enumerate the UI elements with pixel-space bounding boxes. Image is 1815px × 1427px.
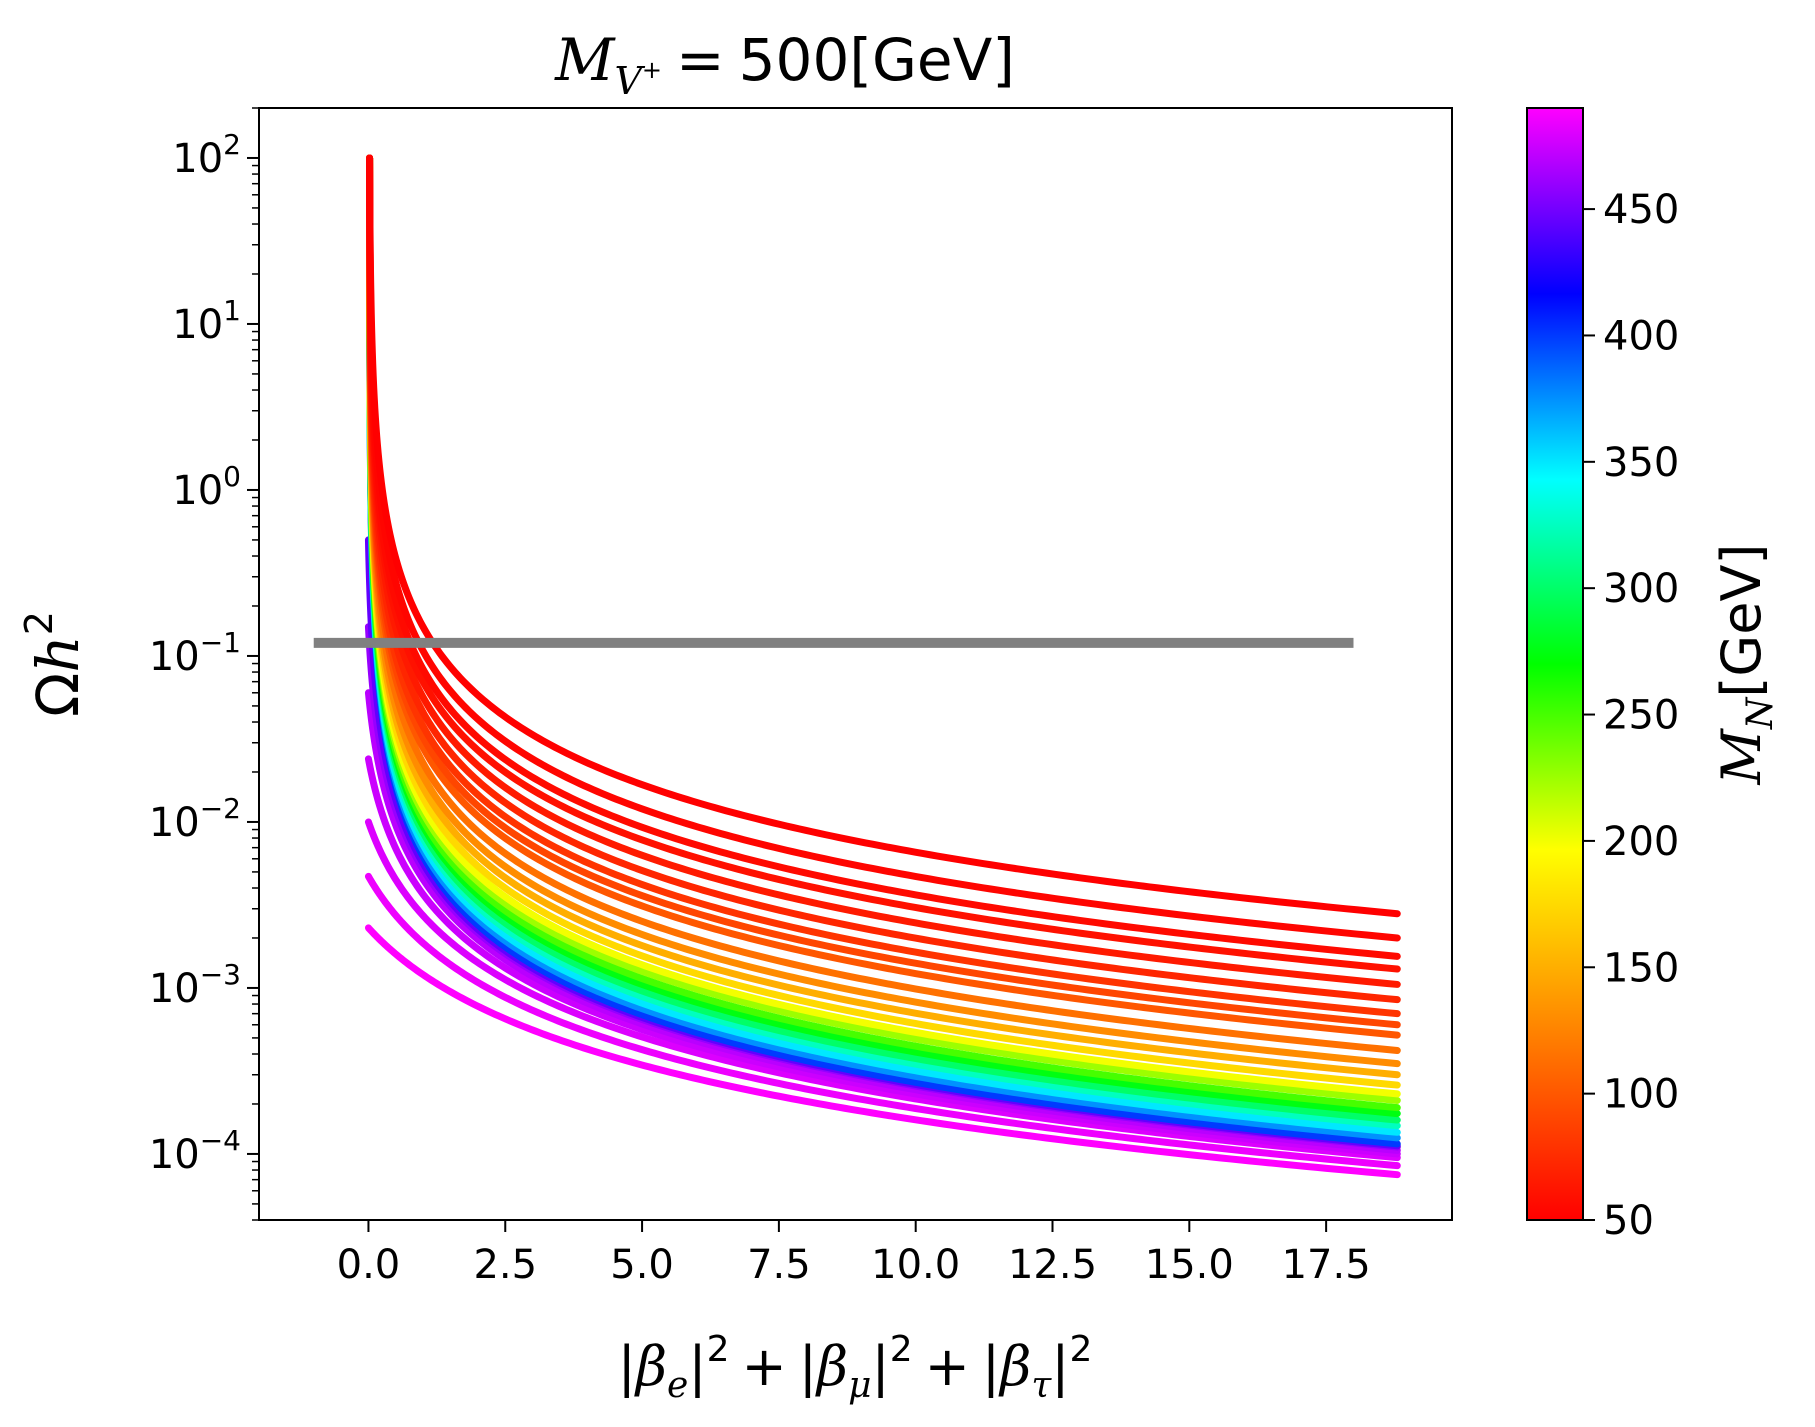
y-tick-label: 100 bbox=[172, 460, 241, 514]
series-curve-mn-470 bbox=[364, 689, 1401, 1154]
colorbar-ticks: 50 100 150 200 250 300 350 400 450 bbox=[1583, 187, 1679, 1244]
x-tick-label: 17.5 bbox=[1282, 1242, 1371, 1288]
title-value: 500[GeV] bbox=[739, 26, 1015, 94]
title-symbol: M bbox=[554, 26, 616, 94]
colorbar-tick-label: 100 bbox=[1603, 1072, 1679, 1118]
xlabel-bar-1: | bbox=[618, 1335, 636, 1398]
colorbar-frame bbox=[1526, 107, 1584, 1221]
colorbar-tick-label: 400 bbox=[1603, 313, 1679, 359]
x-tick-label: 0.0 bbox=[337, 1242, 401, 1288]
xlabel-bar-6: | bbox=[1051, 1335, 1069, 1398]
plot-area: 0.0 2.5 5.0 7.5 10.0 12.5 15.0 17.5 10−410−310−… bbox=[149, 107, 1453, 1288]
colorbar-tick-label: 350 bbox=[1603, 440, 1679, 486]
xlabel-beta-1: β bbox=[634, 1335, 667, 1398]
xlabel-sub-tau: τ bbox=[1031, 1365, 1052, 1406]
ylabel-omega: Ω bbox=[24, 673, 92, 717]
xlabel-sup-3: 2 bbox=[1069, 1329, 1092, 1370]
y-axis-ticks: 10−4 10−3 10−2 10−1 100 101 102 bbox=[149, 107, 259, 1221]
x-tick-label: 7.5 bbox=[747, 1242, 811, 1288]
colorbar-tick-label: 200 bbox=[1603, 819, 1679, 865]
y-tick-label: 10−3 bbox=[149, 958, 241, 1012]
colorbar-gradient bbox=[1527, 108, 1583, 1220]
x-tick-label: 10.0 bbox=[871, 1242, 960, 1288]
y-tick-label: 101 bbox=[172, 294, 241, 348]
series-curve-mn-480 bbox=[364, 818, 1401, 1162]
chart-title: MV+ = 500[GeV] bbox=[554, 26, 1015, 103]
curves-group bbox=[364, 154, 1401, 1179]
colorbar: 50 100 150 200 250 300 350 400 450 bbox=[1526, 107, 1679, 1244]
x-tick-label: 15.0 bbox=[1145, 1242, 1234, 1288]
y-tick-label: 10−1 bbox=[149, 626, 241, 680]
y-axis-label: Ωh2 bbox=[17, 611, 92, 717]
colorbar-tick-label: 450 bbox=[1603, 187, 1679, 233]
x-axis-label: |βe|2 + |βμ|2 + |βτ|2 bbox=[618, 1329, 1093, 1406]
series-curve-mn-475 bbox=[364, 755, 1401, 1158]
y-tick-label: 102 bbox=[172, 128, 241, 182]
series-curve-mn-53 bbox=[366, 154, 1401, 942]
title-subscript-sup: + bbox=[642, 56, 662, 84]
colorbar-tick-label: 50 bbox=[1603, 1198, 1654, 1244]
ylabel-sup: 2 bbox=[17, 611, 61, 635]
xlabel-bar-2: | bbox=[688, 1335, 706, 1398]
colorbar-label: MN[GeV] bbox=[1710, 544, 1781, 786]
y-tick-label: 10−2 bbox=[149, 792, 241, 846]
xlabel-bar-5: | bbox=[982, 1335, 1000, 1398]
xlabel-sub-mu: μ bbox=[848, 1365, 871, 1406]
xlabel-plus-2: + bbox=[925, 1335, 970, 1398]
x-tick-label: 2.5 bbox=[473, 1242, 537, 1288]
xlabel-sup-2: 2 bbox=[890, 1329, 913, 1370]
colorbar-tick-label: 300 bbox=[1603, 566, 1679, 612]
xlabel-bar-3: | bbox=[799, 1335, 817, 1398]
xlabel-plus-1: + bbox=[741, 1335, 786, 1398]
title-equals: = bbox=[676, 26, 725, 94]
y-tick-label: 10−4 bbox=[149, 1124, 241, 1178]
x-tick-label: 12.5 bbox=[1008, 1242, 1097, 1288]
ylabel-h: h bbox=[24, 635, 92, 672]
x-axis-ticks: 0.0 2.5 5.0 7.5 10.0 12.5 15.0 17.5 bbox=[337, 1220, 1371, 1288]
series-curve-mn-490 bbox=[364, 924, 1401, 1179]
series-curve-mn-485 bbox=[364, 872, 1401, 1170]
x-tick-label: 5.0 bbox=[610, 1242, 674, 1288]
colorbar-tick-label: 250 bbox=[1603, 693, 1679, 739]
xlabel-bar-4: | bbox=[872, 1335, 890, 1398]
series-curve-mn-50 bbox=[366, 154, 1401, 918]
xlabel-beta-3: β bbox=[998, 1335, 1031, 1398]
series-curve-mn-56 bbox=[366, 154, 1401, 960]
colorbar-label-symbol: M bbox=[1710, 727, 1773, 785]
xlabel-sub-e: e bbox=[667, 1365, 688, 1406]
colorbar-label-unit: [GeV] bbox=[1710, 544, 1773, 698]
xlabel-beta-2: β bbox=[815, 1335, 848, 1398]
title-subscript: V bbox=[614, 59, 645, 103]
colorbar-label-sub: N bbox=[1740, 696, 1781, 730]
colorbar-tick-label: 150 bbox=[1603, 945, 1679, 991]
xlabel-sup-1: 2 bbox=[707, 1329, 730, 1370]
